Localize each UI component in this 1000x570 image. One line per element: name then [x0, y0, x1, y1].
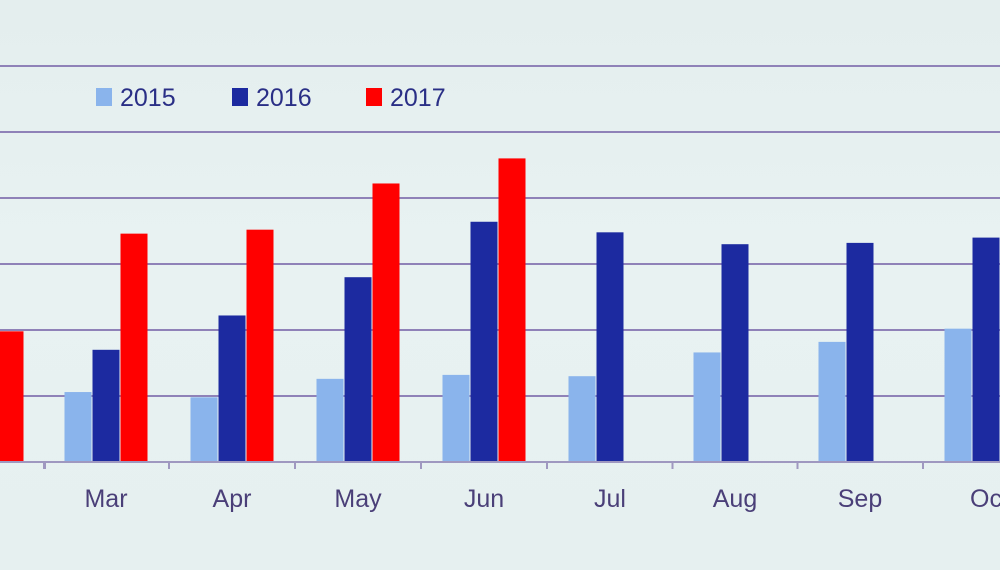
bar-2017-may [372, 183, 400, 463]
x-tick-label-jul: Jul [594, 485, 626, 513]
bars [0, 158, 1000, 463]
bar-2016-may [344, 277, 372, 462]
legend-label-2017: 2017 [390, 84, 446, 112]
bar-2017-apr [246, 229, 274, 462]
bar-2015-oct [944, 328, 972, 462]
x-tick-label-jun: Jun [464, 485, 504, 513]
bar-2015-jul [568, 376, 596, 462]
legend-swatch-2017 [366, 88, 382, 106]
x-tick-label-oct: Oc [970, 485, 1000, 513]
bar-2015-may [316, 378, 344, 462]
bar-2015-sep [818, 341, 846, 462]
bar-2016-apr [218, 315, 246, 462]
legend: 2015 2016 2017 [96, 84, 446, 112]
bar-2015-aug [693, 352, 721, 462]
legend-label-2015: 2015 [120, 84, 176, 112]
bar-2015-mar [64, 392, 92, 462]
bar-2016-aug [721, 244, 749, 462]
bar-2016-jul [596, 232, 624, 462]
bar-2016-mar [92, 349, 120, 462]
legend-label-2016: 2016 [256, 84, 312, 112]
bar-2016-jun [470, 221, 498, 462]
legend-swatch-2015 [96, 88, 112, 106]
bar-2016-sep [846, 242, 874, 462]
x-tick-label-aug: Aug [713, 485, 757, 513]
x-tick-label-sep: Sep [838, 485, 882, 513]
bar-2015-jun [442, 374, 470, 462]
bar-2017-feb [0, 331, 24, 462]
bar-2016-oct [972, 237, 1000, 462]
bar-2017-jun [498, 158, 526, 462]
legend-swatch-2016 [232, 88, 248, 106]
bar-2017-mar [120, 233, 148, 462]
x-tick-label-may: May [334, 485, 382, 513]
bar-2015-apr [190, 397, 218, 462]
x-tick-label-apr: Apr [213, 485, 252, 513]
x-axis: bMarAprMayJunJulAugSepOc [0, 461, 1000, 513]
x-tick-label-mar: Mar [84, 485, 127, 513]
